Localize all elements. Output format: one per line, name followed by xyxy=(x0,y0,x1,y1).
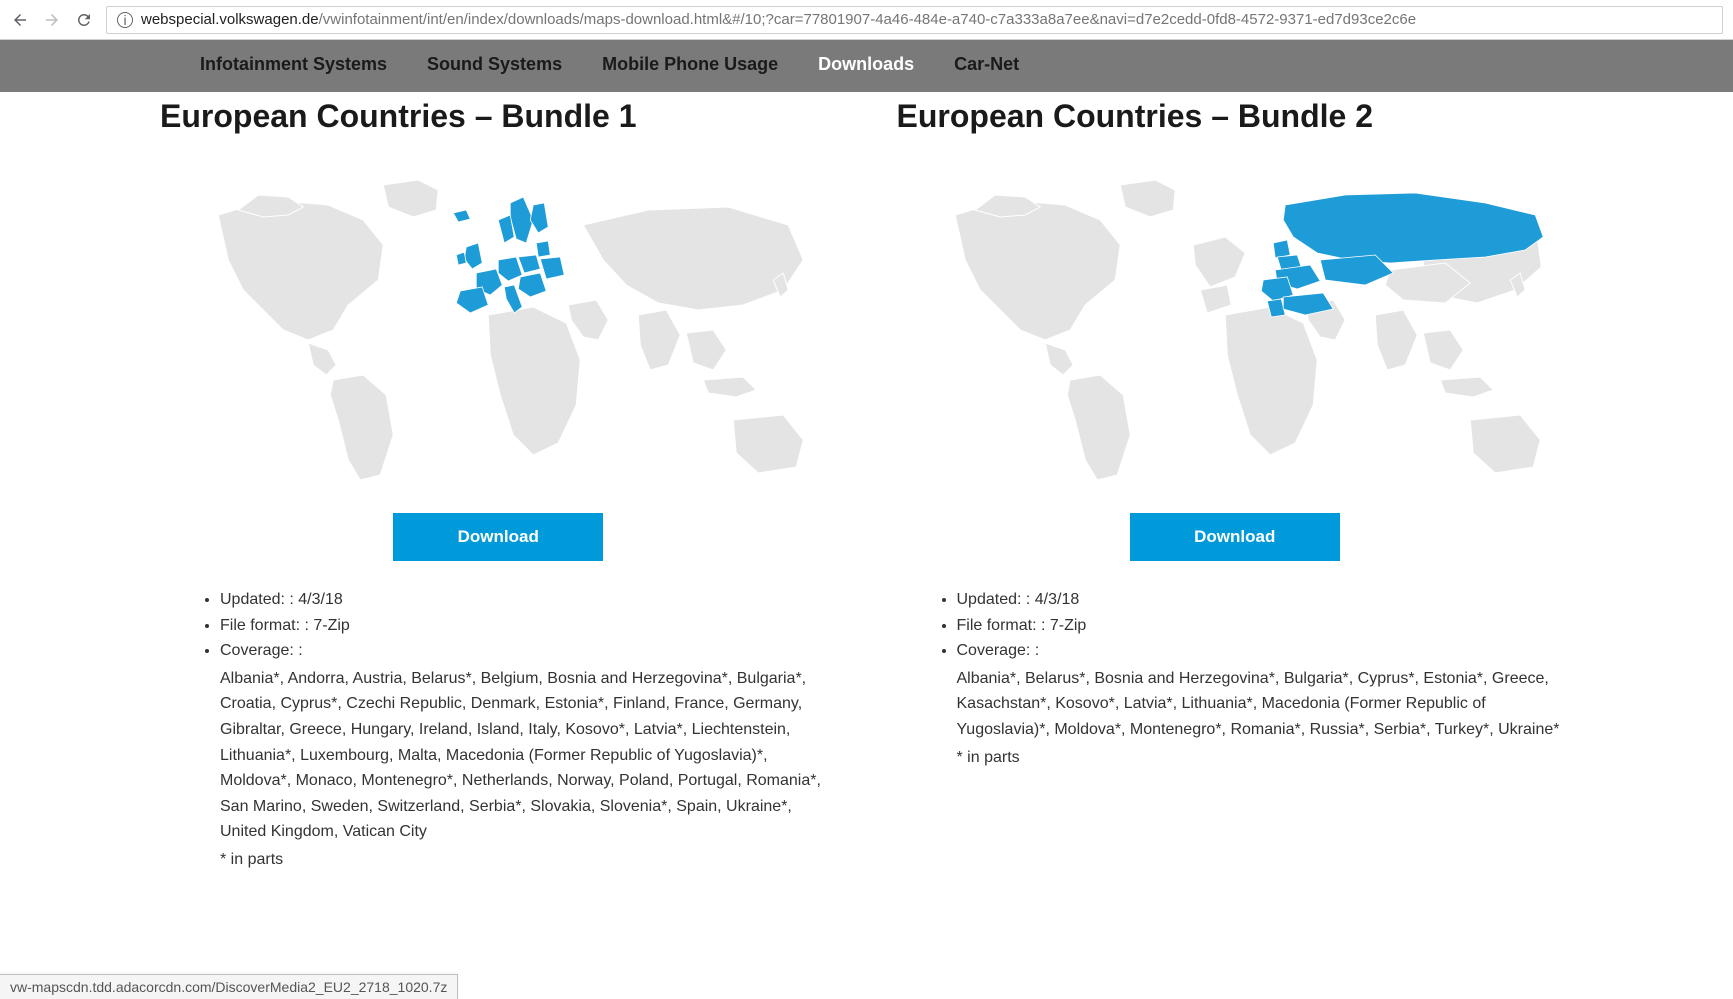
bundle-2-footnote: * in parts xyxy=(937,745,1574,771)
bundle-2-updated: Updated: : 4/3/18 xyxy=(957,587,1574,613)
nav-sound-systems[interactable]: Sound Systems xyxy=(407,40,582,92)
nav-mobile-phone[interactable]: Mobile Phone Usage xyxy=(582,40,798,92)
bundle-1-footnote: * in parts xyxy=(200,847,837,873)
bundle-2-title: European Countries – Bundle 2 xyxy=(897,98,1574,135)
bundle-2-format: File format: : 7-Zip xyxy=(957,613,1574,639)
back-button[interactable] xyxy=(10,10,30,30)
bundle-1-updated: Updated: : 4/3/18 xyxy=(220,587,837,613)
bundle-1-title: European Countries – Bundle 1 xyxy=(160,98,837,135)
nav-downloads[interactable]: Downloads xyxy=(798,40,934,92)
site-info-icon[interactable]: i xyxy=(117,12,133,28)
bundle-2: European Countries – Bundle 2 xyxy=(897,92,1574,873)
url-text: webspecial.volkswagen.de/vwinfotainment/… xyxy=(141,11,1416,28)
bundle-2-details: Updated: : 4/3/18 File format: : 7-Zip C… xyxy=(897,587,1574,770)
bundle-1-coverage-label: Coverage: : xyxy=(220,638,837,664)
main-content: European Countries – Bundle 1 xyxy=(0,92,1733,873)
main-nav: Infotainment Systems Sound Systems Mobil… xyxy=(0,40,1733,92)
bundle-2-download-button[interactable]: Download xyxy=(1130,513,1340,561)
bundle-1-coverage-text: Albania*, Andorra, Austria, Belarus*, Be… xyxy=(200,666,837,845)
bundle-1-format: File format: : 7-Zip xyxy=(220,613,837,639)
nav-infotainment[interactable]: Infotainment Systems xyxy=(180,40,407,92)
bundle-1-download-button[interactable]: Download xyxy=(393,513,603,561)
bundle-2-coverage-label: Coverage: : xyxy=(957,638,1574,664)
browser-toolbar: i webspecial.volkswagen.de/vwinfotainmen… xyxy=(0,0,1733,40)
bundle-1: European Countries – Bundle 1 xyxy=(160,92,837,873)
bundle-2-map xyxy=(897,165,1574,485)
address-bar[interactable]: i webspecial.volkswagen.de/vwinfotainmen… xyxy=(106,6,1723,34)
bundle-2-coverage-text: Albania*, Belarus*, Bosnia and Herzegovi… xyxy=(937,666,1574,743)
browser-status-bar: vw-mapscdn.tdd.adacorcdn.com/DiscoverMed… xyxy=(0,974,458,999)
bundle-1-details: Updated: : 4/3/18 File format: : 7-Zip C… xyxy=(160,587,837,873)
nav-car-net[interactable]: Car-Net xyxy=(934,40,1039,92)
forward-button[interactable] xyxy=(42,10,62,30)
bundle-1-map xyxy=(160,165,837,485)
reload-button[interactable] xyxy=(74,10,94,30)
